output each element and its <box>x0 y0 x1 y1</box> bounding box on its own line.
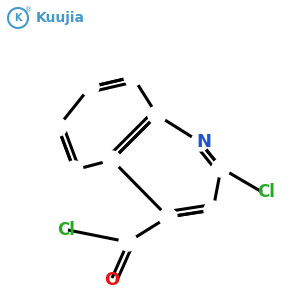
Circle shape <box>148 106 166 124</box>
Text: N: N <box>196 133 211 151</box>
Circle shape <box>103 151 121 169</box>
Text: O: O <box>104 271 120 289</box>
Text: K: K <box>14 13 22 23</box>
Circle shape <box>49 118 67 136</box>
Circle shape <box>204 201 222 219</box>
Text: Cl: Cl <box>57 221 75 239</box>
Text: Kuujia: Kuujia <box>35 11 85 25</box>
Circle shape <box>159 208 177 226</box>
Circle shape <box>81 78 99 96</box>
Text: ®: ® <box>26 7 33 13</box>
Text: Cl: Cl <box>257 183 275 201</box>
Circle shape <box>124 68 142 86</box>
Circle shape <box>119 233 137 251</box>
Circle shape <box>191 133 209 151</box>
Circle shape <box>212 159 230 177</box>
Circle shape <box>65 161 83 179</box>
